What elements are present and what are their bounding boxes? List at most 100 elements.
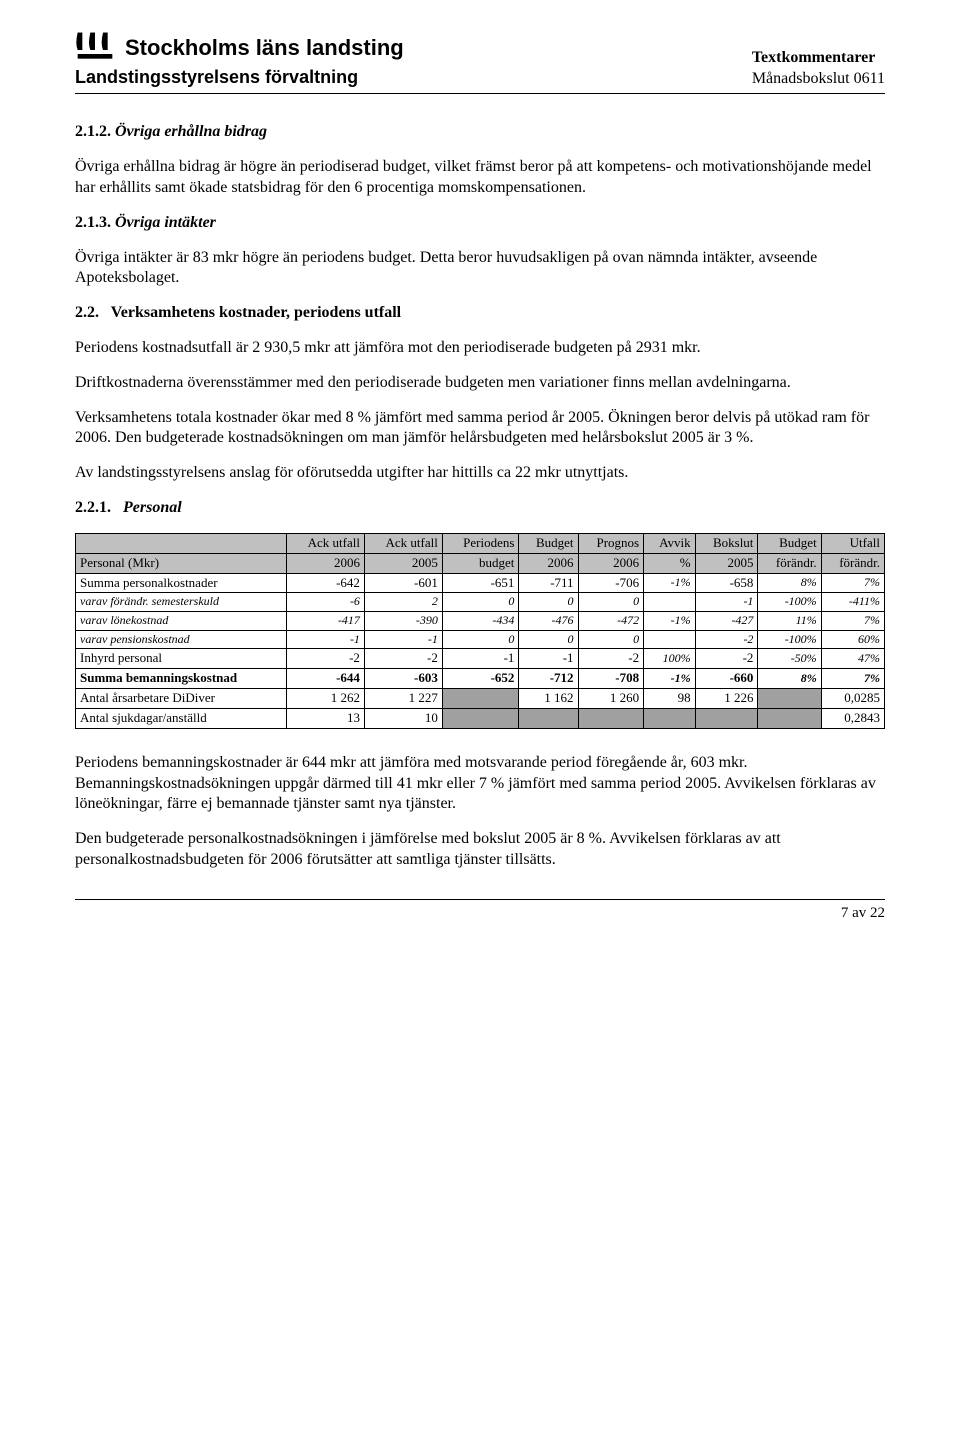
table-body: Summa personalkostnader-642-601-651-711-… — [76, 573, 885, 728]
table-cell: -1 — [695, 593, 758, 612]
table-cell: -1 — [442, 649, 519, 669]
table-cell: 7% — [821, 669, 884, 689]
table-cell: -651 — [442, 573, 519, 593]
table-cell: 1 262 — [287, 688, 365, 708]
section-22-heading: 2.2. Verksamhetens kostnader, periodens … — [75, 303, 885, 324]
personal-table: Ack utfallAck utfallPeriodensBudgetProgn… — [75, 533, 885, 729]
table-header-cell: 2006 — [519, 553, 578, 573]
table-cell: -601 — [364, 573, 442, 593]
table-cell — [758, 708, 821, 728]
table-cell: 47% — [821, 649, 884, 669]
table-row: varav förändr. semesterskuld-62000-1-100… — [76, 593, 885, 612]
table-cell: 11% — [758, 612, 821, 631]
table-header-cell: Periodens — [442, 533, 519, 553]
after-table-p2: Den budgeterade personalkostnadsökningen… — [75, 829, 885, 871]
table-cell: -652 — [442, 669, 519, 689]
table-header-cell: 2005 — [695, 553, 758, 573]
row-label: varav pensionskostnad — [76, 630, 287, 649]
table-header-cell: 2005 — [364, 553, 442, 573]
table-cell: 2 — [364, 593, 442, 612]
table-cell: -6 — [287, 593, 365, 612]
table-cell — [644, 593, 696, 612]
table-cell: -658 — [695, 573, 758, 593]
section-221-heading: 2.2.1. Personal — [75, 498, 885, 519]
table-cell: -390 — [364, 612, 442, 631]
table-head: Ack utfallAck utfallPeriodensBudgetProgn… — [76, 533, 885, 573]
table-cell: -427 — [695, 612, 758, 631]
table-cell: -2 — [578, 649, 644, 669]
table-row: varav pensionskostnad-1-1000-2-100%60% — [76, 630, 885, 649]
table-cell: 8% — [758, 573, 821, 593]
table-row: Summa bemanningskostnad-644-603-652-712-… — [76, 669, 885, 689]
table-header-cell: förändr. — [821, 553, 884, 573]
page-header: Stockholms läns landsting Landstingsstyr… — [75, 30, 885, 89]
table-cell: 10 — [364, 708, 442, 728]
section-213-p1: Övriga intäkter är 83 mkr högre än perio… — [75, 248, 885, 290]
table-cell: -1% — [644, 612, 696, 631]
table-cell: -2 — [695, 649, 758, 669]
table-header-cell: Budget — [758, 533, 821, 553]
section-213-heading: 2.1.3. Övriga intäkter — [75, 213, 885, 234]
table-cell: 0 — [578, 630, 644, 649]
table-row: Inhyrd personal-2-2-1-1-2100%-2-50%47% — [76, 649, 885, 669]
footer-divider — [75, 899, 885, 900]
table-cell: -411% — [821, 593, 884, 612]
table-cell: 7% — [821, 573, 884, 593]
table-cell: -2 — [695, 630, 758, 649]
table-cell: 1 227 — [364, 688, 442, 708]
table-header-cell: Personal (Mkr) — [76, 553, 287, 573]
table-header-cell: Bokslut — [695, 533, 758, 553]
section-22-p4: Av landstingsstyrelsens anslag för oföru… — [75, 463, 885, 484]
table-cell: 98 — [644, 688, 696, 708]
header-divider — [75, 93, 885, 94]
table-cell: -1 — [519, 649, 578, 669]
section-22-p2: Driftkostnaderna överensstämmer med den … — [75, 373, 885, 394]
table-header-cell: Prognos — [578, 533, 644, 553]
table-cell: -642 — [287, 573, 365, 593]
table-row: Summa personalkostnader-642-601-651-711-… — [76, 573, 885, 593]
table-cell: 1 260 — [578, 688, 644, 708]
table-cell: -476 — [519, 612, 578, 631]
table-header-cell: Ack utfall — [364, 533, 442, 553]
header-right-sub: Månadsbokslut 0611 — [752, 69, 885, 90]
table-cell: -2 — [364, 649, 442, 669]
table-cell: -1 — [287, 630, 365, 649]
table-cell: -50% — [758, 649, 821, 669]
table-cell: 0 — [578, 593, 644, 612]
after-table-p1: Periodens bemanningskostnader är 644 mkr… — [75, 753, 885, 815]
table-cell: 1 226 — [695, 688, 758, 708]
table-cell — [758, 688, 821, 708]
table-cell: -1% — [644, 573, 696, 593]
section-22-p1: Periodens kostnadsutfall är 2 930,5 mkr … — [75, 338, 885, 359]
table-cell: 0,0285 — [821, 688, 884, 708]
table-header-cell: Ack utfall — [287, 533, 365, 553]
table-cell: 100% — [644, 649, 696, 669]
table-header-cell: förändr. — [758, 553, 821, 573]
row-label: Antal årsarbetare DiDiver — [76, 688, 287, 708]
table-cell: -603 — [364, 669, 442, 689]
table-row: Antal årsarbetare DiDiver1 2621 227 1 16… — [76, 688, 885, 708]
table-cell: 1 162 — [519, 688, 578, 708]
table-header-cell: 2006 — [287, 553, 365, 573]
table-cell: -660 — [695, 669, 758, 689]
table-cell: -434 — [442, 612, 519, 631]
row-label: Summa personalkostnader — [76, 573, 287, 593]
section-22-p3: Verksamhetens totala kostnader ökar med … — [75, 408, 885, 450]
table-cell: 7% — [821, 612, 884, 631]
table-cell: 60% — [821, 630, 884, 649]
table-cell: -711 — [519, 573, 578, 593]
table-cell: -417 — [287, 612, 365, 631]
table-cell: 13 — [287, 708, 365, 728]
org-name: Stockholms läns landsting — [125, 34, 404, 63]
table-cell: -2 — [287, 649, 365, 669]
table-header-cell: budget — [442, 553, 519, 573]
table-cell: -100% — [758, 630, 821, 649]
table-header-cell: 2006 — [578, 553, 644, 573]
table-cell — [442, 708, 519, 728]
table-cell: -706 — [578, 573, 644, 593]
table-cell — [644, 630, 696, 649]
admin-line: Landstingsstyrelsens förvaltning — [75, 66, 404, 89]
row-label: varav förändr. semesterskuld — [76, 593, 287, 612]
table-cell: -1 — [364, 630, 442, 649]
table-cell: 0 — [519, 593, 578, 612]
